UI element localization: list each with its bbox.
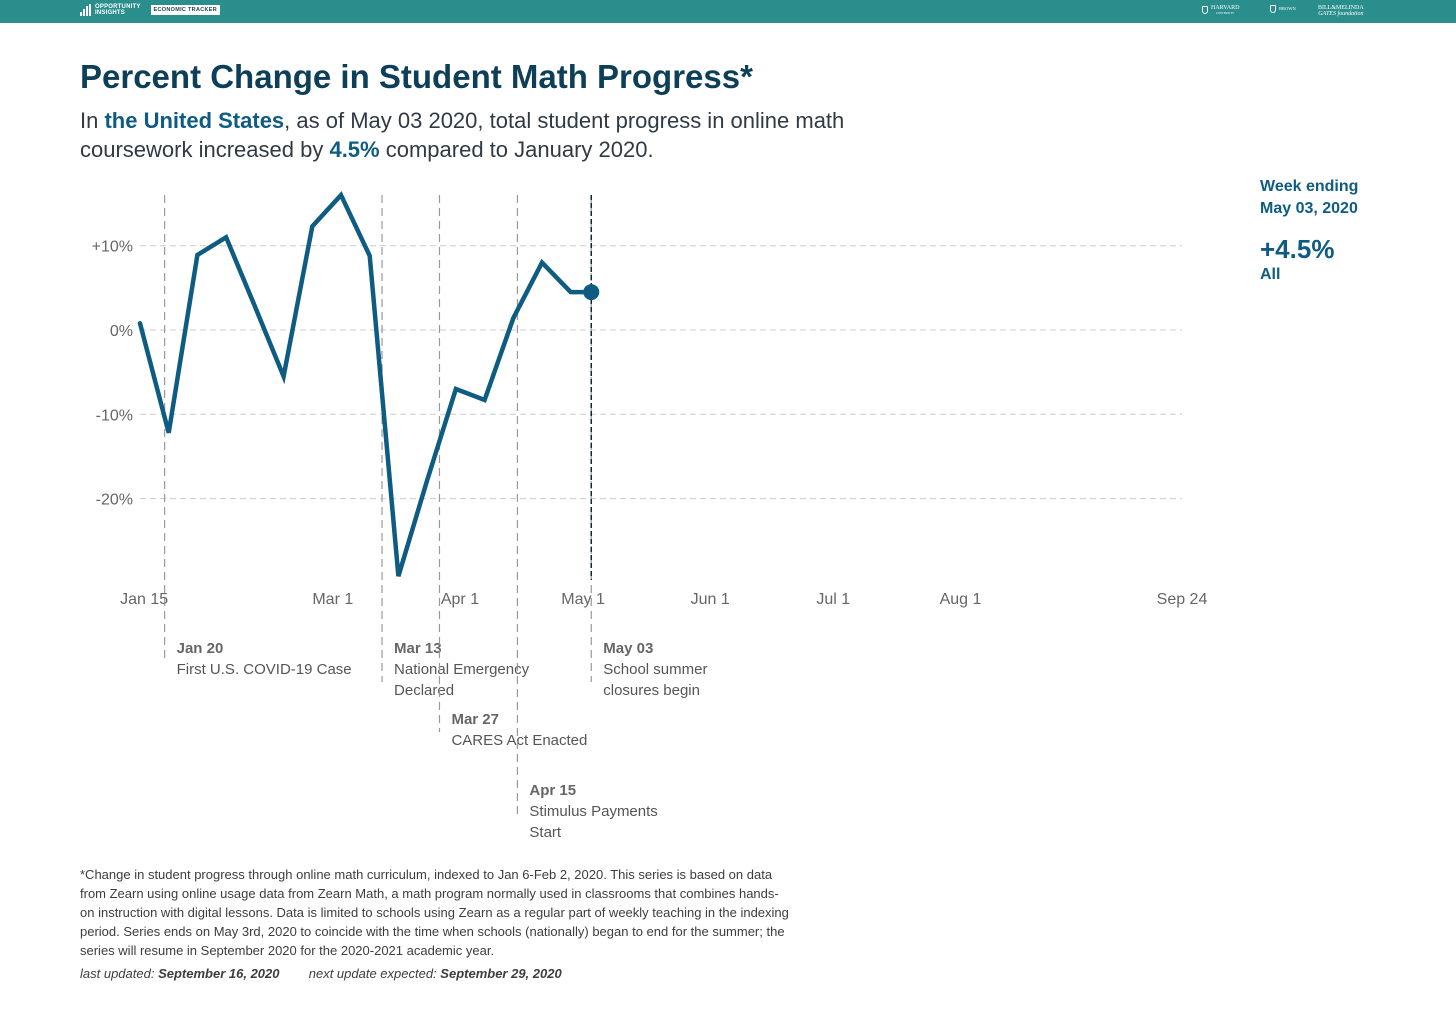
page-title: Percent Change in Student Math Progress* (80, 58, 753, 95)
event-label-text: Declared (394, 682, 454, 699)
x-tick-label: Jul 1 (816, 591, 850, 608)
region-selector[interactable]: the United States (104, 108, 285, 133)
subtitle-text-2: , as of May 03 2020, total student progr… (80, 108, 845, 162)
side-group-label: All (1260, 266, 1281, 283)
x-tick-label: May 1 (561, 591, 605, 608)
event-label-text: First U.S. COVID-19 Case (177, 661, 352, 678)
week-ending-date: May 03, 2020 (1260, 200, 1358, 217)
line-chart[interactable]: +10% 0% -10% -20% Jan 15 Mar 1 Apr 1 May 1 Jun 1… (0, 0, 1456, 860)
y-tick-label: +10% (92, 239, 133, 256)
gates-label-2: GATES foundation (1318, 11, 1364, 17)
economic-tracker-badge: ECONOMIC TRACKER (150, 5, 221, 15)
harvard-shield-icon (1202, 6, 1208, 14)
x-tick-label: Jun 1 (691, 591, 730, 608)
x-tick-label: Jan 15 (120, 591, 168, 608)
event-label-text: School summer (603, 661, 707, 678)
subtitle-text-1: In (80, 108, 105, 133)
brown-logo[interactable]: BROWN (1270, 5, 1296, 13)
chart-subtitle: In the United States, as of May 03 2020,… (80, 106, 860, 164)
side-panel: Week ending May 03, 2020 +4.5% All (1260, 176, 1358, 284)
event-label-title: Mar 13 (394, 640, 442, 657)
y-tick-label: -20% (96, 492, 133, 509)
event-label-title: Mar 27 (451, 711, 499, 728)
change-value: 4.5% (329, 137, 380, 162)
brand-line-1: OPPORTUNITY (95, 4, 141, 10)
side-value: +4.5% (1260, 234, 1335, 264)
current-value-point[interactable] (583, 284, 600, 301)
event-label-title: May 03 (603, 640, 653, 657)
brand-line-2: INSIGHTS (95, 10, 125, 16)
harvard-sub-label: UNIVERSITY (1216, 11, 1235, 15)
update-info: last updated: September 16, 2020 next up… (80, 966, 562, 981)
event-label-text: Start (529, 824, 562, 841)
event-label-text: National Emergency (394, 661, 530, 678)
logo-bars-icon (80, 4, 91, 16)
harvard-logo[interactable]: HARVARD UNIVERSITY (1202, 5, 1239, 15)
logo-text: OPPORTUNITY INSIGHTS (95, 4, 141, 16)
footnote: *Change in student progress through onli… (80, 867, 789, 958)
last-updated-label: last updated: (80, 966, 155, 981)
gates-foundation-logo[interactable]: BILL&MELINDA GATES foundation (1318, 5, 1364, 17)
event-label-text: CARES Act Enacted (451, 732, 587, 749)
harvard-label: HARVARD (1211, 5, 1240, 11)
y-tick-label: 0% (110, 323, 133, 340)
week-ending-label: Week ending (1260, 178, 1359, 195)
x-tick-label: Aug 1 (940, 591, 982, 608)
event-label-title: Apr 15 (529, 782, 576, 799)
brown-label: BROWN (1279, 6, 1296, 11)
top-bar: OPPORTUNITY INSIGHTS ECONOMIC TRACKER HA… (0, 0, 1456, 23)
gates-label-1: BILL&MELINDA (1318, 5, 1364, 11)
event-label-text: closures begin (603, 682, 700, 699)
y-tick-label: -10% (96, 407, 133, 424)
next-update-date: September 29, 2020 (440, 966, 562, 981)
last-updated-date: September 16, 2020 (158, 966, 280, 981)
event-label-title: Jan 20 (177, 640, 224, 657)
subtitle-text-3: compared to January 2020. (379, 137, 654, 162)
data-series-line (137, 191, 594, 577)
opportunity-insights-logo[interactable]: OPPORTUNITY INSIGHTS ECONOMIC TRACKER (80, 4, 221, 16)
x-tick-label: Mar 1 (312, 591, 353, 608)
next-update-label: next update expected: (308, 966, 437, 981)
brown-shield-icon (1270, 5, 1276, 13)
event-label-text: Stimulus Payments (529, 803, 657, 820)
x-tick-label: Apr 1 (441, 591, 479, 608)
x-tick-label: Sep 24 (1157, 591, 1208, 608)
